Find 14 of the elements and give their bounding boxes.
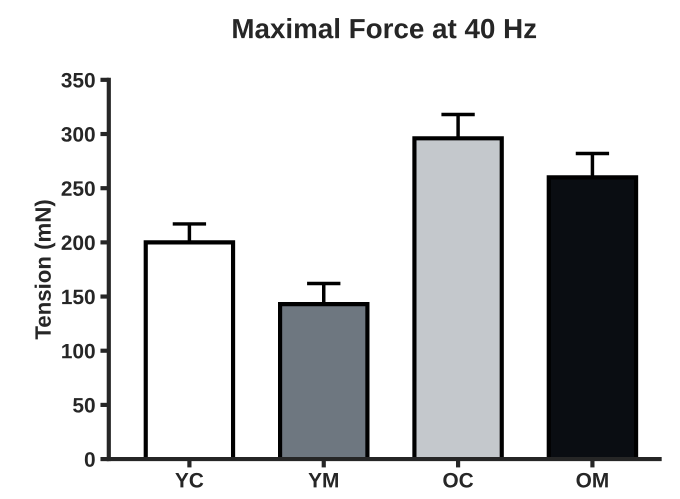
y-tick-label: 300 <box>61 127 95 142</box>
y-tick-label: 50 <box>73 398 95 413</box>
y-tick-label: 0 <box>84 452 95 467</box>
y-tick-label: 200 <box>62 235 95 250</box>
y-tick-label: 250 <box>62 181 95 196</box>
x-tick-label: YM <box>308 473 338 488</box>
x-tick-label: YC <box>175 472 204 488</box>
y-tick-label: 100 <box>62 344 95 358</box>
chart-title: Maximal Force at 40 Hz <box>233 18 536 38</box>
x-tick-label: OM <box>576 472 608 488</box>
y-axis-title: Tension (mN) <box>34 200 56 340</box>
y-tick-label: 350 <box>61 72 95 88</box>
x-tick-label: OC <box>443 472 474 488</box>
y-tick-label: 150 <box>62 290 95 304</box>
